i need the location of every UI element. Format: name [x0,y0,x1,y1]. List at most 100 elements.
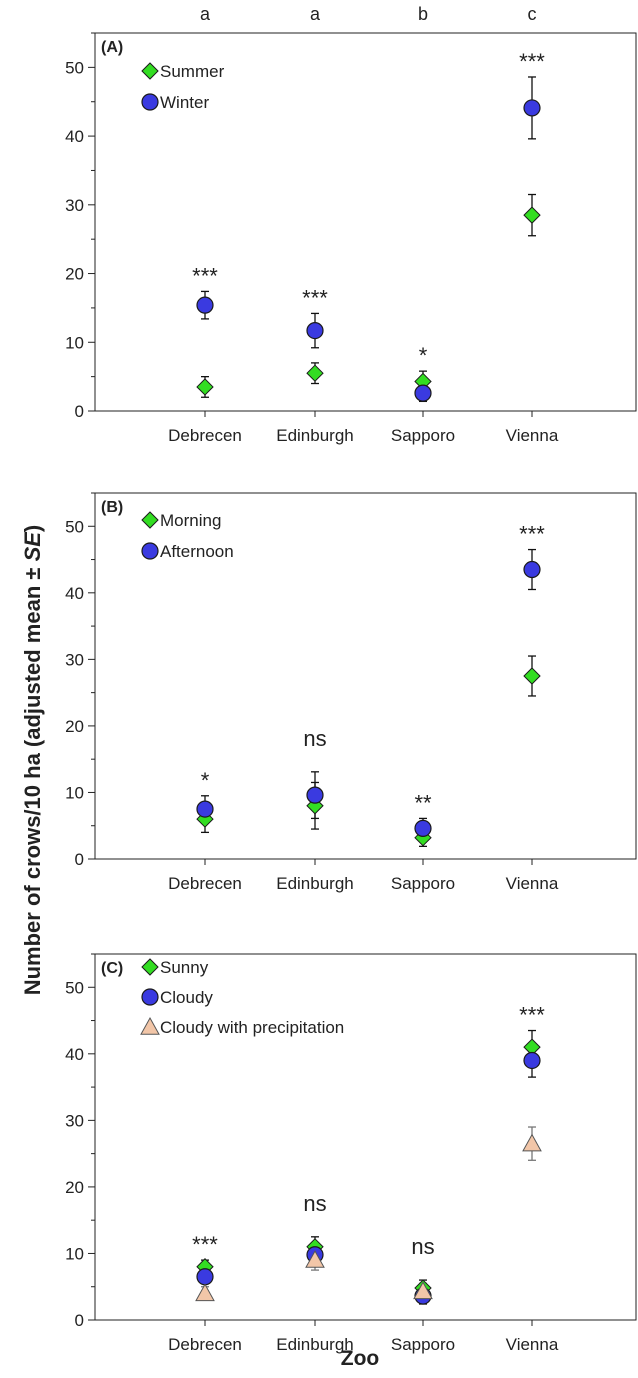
legend-entry: Cloudy [160,988,213,1007]
significance-label: *** [519,522,545,547]
point-cloudy-with-precipitation-edinburgh [305,1250,325,1268]
y-tick-label: 10 [65,1244,84,1263]
legend-marker-diamond [141,511,159,529]
legend-entry: Afternoon [160,542,234,561]
y-tick-label: 30 [65,196,84,215]
legend-entry: Winter [160,93,209,112]
panel-label: (B) [101,499,123,516]
y-axis-label-main: Number of crows/10 ha (adjusted mean ± [20,561,45,995]
significance-label: * [201,768,210,793]
panel-label: (A) [101,39,123,56]
significance-label: ns [303,1191,326,1216]
y-tick-label: 10 [65,783,84,802]
significance-label: *** [192,1232,218,1257]
panel-b: 0 10 20 30 40 50 Debrecen Edinburgh Sapporo Vienn… [65,492,637,893]
legend: Morning Afternoon [141,511,234,561]
point-summer-vienna [523,206,541,224]
data-points [196,548,541,848]
significance-label: *** [519,49,545,74]
y-tick-label: 20 [65,1178,84,1197]
x-tick-label-edinburgh: Edinburgh [276,1335,354,1354]
plot-frame [94,492,637,860]
y-axis-label: Number of crows/10 ha (adjusted mean ± S… [20,525,45,996]
y-tick-label: 50 [65,517,84,536]
legend-marker-triangle [140,1016,160,1035]
y-tick-label: 40 [65,127,84,146]
x-axis-label: Zoo [341,1347,379,1370]
point-afternoon-vienna [523,560,541,579]
plot-frame [94,953,637,1321]
group-letter: a [310,4,321,24]
significance-label: *** [519,1003,545,1028]
point-afternoon-sapporo [414,819,432,837]
y-tick-label: 50 [65,58,84,77]
plot-frame [94,32,637,412]
x-tick-label-sapporo: Sapporo [391,874,455,893]
data-points [195,1029,542,1305]
y-axis-label-se: SE [20,531,45,562]
y-tick-label: 50 [65,978,84,997]
point-winter-vienna [523,99,541,117]
point-afternoon-debrecen [196,800,214,818]
legend: Summer Winter [141,62,225,112]
group-letter: a [200,4,211,24]
significance-label: ns [411,1234,434,1259]
x-tick-label-vienna: Vienna [506,1335,559,1354]
y-tick-label: 20 [65,265,84,284]
legend-marker-diamond [141,62,159,80]
x-tick-label-vienna: Vienna [506,426,559,445]
y-tick-label: 10 [65,333,84,352]
significance-label: *** [302,285,328,310]
point-cloudy-debrecen [196,1268,214,1286]
group-letter: c [528,4,537,24]
y-tick-label: 0 [75,1311,84,1330]
significance-label: *** [192,263,218,288]
y-tick-label: 0 [75,850,84,869]
point-summer-debrecen [196,378,214,396]
group-letter: b [418,4,428,24]
point-winter-sapporo [414,384,432,402]
legend-entry: Summer [160,62,225,81]
point-winter-debrecen [196,296,214,314]
y-tick-label: 0 [75,402,84,421]
point-cloudy-vienna [523,1051,541,1070]
point-afternoon-edinburgh [306,786,324,804]
x-tick-label-edinburgh: Edinburgh [276,874,354,893]
legend-marker-circle [141,93,159,111]
point-morning-vienna [523,667,541,685]
y-axis-label-end: ) [20,525,45,532]
x-tick-label-debrecen: Debrecen [168,426,242,445]
y-tick-label: 30 [65,1111,84,1130]
panel-label: (C) [101,960,123,977]
significance-label: * [419,343,428,368]
legend-entry: Sunny [160,958,209,977]
point-cloudy-with-precipitation-sapporo [413,1281,433,1300]
data-points [196,76,541,403]
x-tick-label-debrecen: Debrecen [168,874,242,893]
legend-entry: Cloudy with precipitation [160,1018,344,1037]
y-tick-label: 20 [65,717,84,736]
point-winter-edinburgh [306,321,324,340]
x-tick-label-edinburgh: Edinburgh [276,426,354,445]
panels: 0 10 20 30 40 50 Debrecen Edinburgh Sapporo Vienn… [65,4,637,1354]
significance-label: ** [414,790,432,815]
panel-a: 0 10 20 30 40 50 Debrecen Edinburgh Sapporo Vienn… [65,4,637,445]
legend-marker-diamond [141,958,159,976]
x-tick-label-debrecen: Debrecen [168,1335,242,1354]
x-tick-label-sapporo: Sapporo [391,1335,455,1354]
x-tick-label-vienna: Vienna [506,874,559,893]
y-tick-label: 30 [65,650,84,669]
x-tick-label-sapporo: Sapporo [391,426,455,445]
legend: Sunny Cloudy Cloudy with precipitation [140,958,344,1037]
y-tick-label: 40 [65,1045,84,1064]
y-tick-label: 40 [65,584,84,603]
panel-c: 0 10 20 30 40 50 Debrecen Edinburgh Sapporo Vienn… [65,953,637,1354]
point-cloudy-with-precipitation-vienna [522,1133,542,1152]
legend-entry: Morning [160,511,221,530]
significance-label: ns [303,726,326,751]
point-summer-edinburgh [306,364,324,382]
legend-marker-circle [141,542,159,560]
point-cloudy-with-precipitation-debrecen [195,1283,215,1302]
legend-marker-circle [141,988,159,1006]
